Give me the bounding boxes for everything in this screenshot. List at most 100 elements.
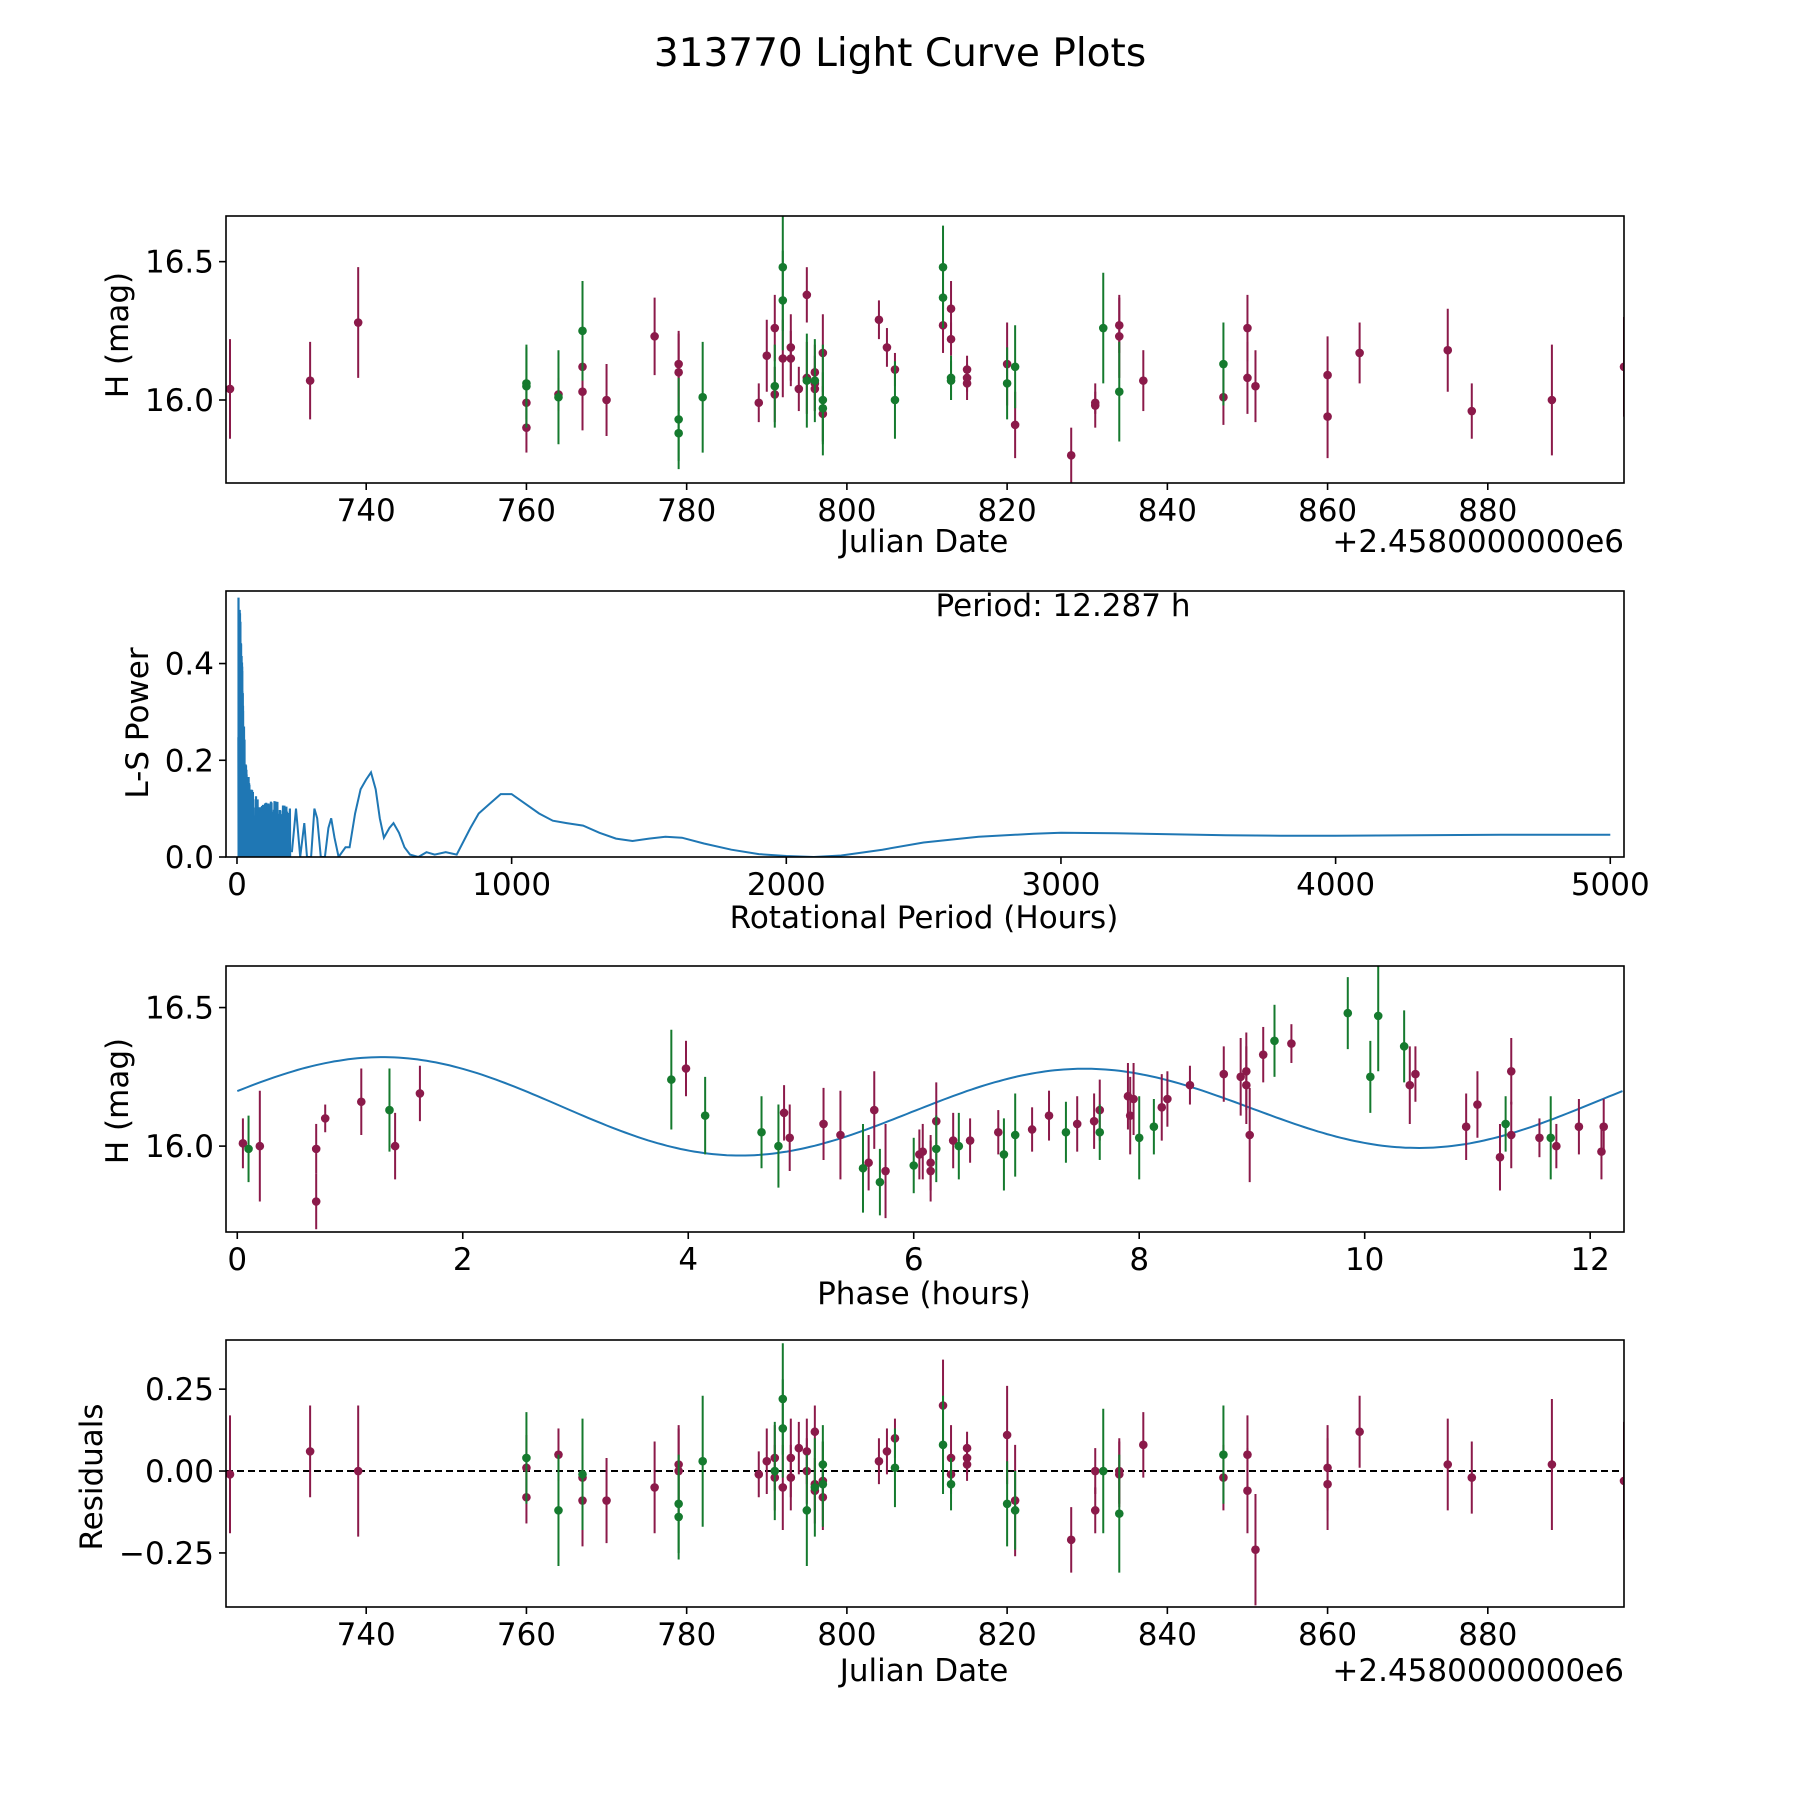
lightcurve-maroon-point [962,373,972,383]
lightcurve-maroon-point [674,359,683,369]
phased-maroon-point [869,1105,879,1115]
lightcurve-xtick-label: 780 [657,493,716,529]
lightcurve-xtick-label: 740 [337,493,396,529]
residuals-ytick-label: 0.25 [145,1372,214,1408]
phased-maroon-point [926,1158,935,1168]
phased-green-point [757,1127,766,1137]
phased-green-point [1095,1127,1105,1137]
residuals-maroon-point [1090,1466,1100,1476]
figure-title: 313770 Light Curve Plots [654,31,1146,76]
lightcurve-maroon-point [1010,420,1020,430]
lightcurve-maroon-point [353,318,363,327]
phased-maroon-point [918,1147,928,1156]
phased-maroon-point [1535,1133,1544,1143]
phased-maroon-point [1125,1111,1135,1120]
residuals-maroon-point [226,1470,235,1479]
phased-green-point [244,1144,253,1154]
residuals-plot-area [226,1343,1624,1606]
lightcurve-xtick-label: 800 [817,493,876,529]
lightcurve-green-point [1219,359,1228,369]
phased-xtick-label: 10 [1345,1242,1384,1278]
residuals-ytick-label: −0.25 [119,1536,214,1572]
phased-green-point [1399,1042,1409,1051]
phased-maroon-point [1157,1103,1167,1112]
lightcurve-green-point [810,376,820,385]
phased-green-point [1373,1011,1383,1021]
residuals-xtick-label: 760 [497,1617,556,1653]
phased-maroon-point [1405,1080,1415,1090]
lightcurve-maroon-point [754,398,764,408]
lightcurve-panel: Julian Date H (mag) +2.4580000000e6 740 7… [100,215,1625,560]
phased-green-point [1134,1133,1144,1143]
residuals-green-point [554,1506,563,1515]
lightcurve-ylabel: H (mag) [100,272,136,398]
phased-xlabel: Phase (hours) [817,1276,1031,1312]
lightcurve-maroon-point [1243,373,1252,383]
lightcurve-ytick-label: 16.0 [145,383,214,419]
lightcurve-green-point [938,293,948,302]
phased-maroon-point [1599,1122,1609,1132]
phased-maroon-point [993,1127,1003,1137]
residuals-green-point [1098,1466,1108,1476]
residuals-maroon-point [794,1443,804,1453]
lightcurve-green-point [770,381,780,391]
residuals-maroon-point [762,1456,772,1466]
periodogram-plot-area [237,597,1611,857]
periodogram-xtick-label: 4000 [1296,867,1375,903]
phased-green-point [1010,1130,1020,1140]
residuals-green-point [674,1512,683,1522]
phased-green-point [909,1161,919,1170]
lightcurve-maroon-point [602,395,611,405]
phased-maroon-point [819,1119,828,1129]
phased-maroon-point [1473,1100,1482,1109]
residuals-xtick-label: 880 [1458,1617,1517,1653]
phased-xtick-label: 0 [227,1242,247,1278]
lightcurve-green-point [698,392,707,402]
phased-maroon-point [255,1141,265,1151]
residuals-green-point [890,1463,900,1473]
lightcurve-green-point [818,403,828,413]
lightcurve-xlabel: Julian Date [838,524,1009,560]
lightcurve-maroon-point [1547,395,1557,405]
lightcurve-xtick-label: 820 [978,493,1037,529]
phased-xtick-label: 12 [1570,1242,1609,1278]
residuals-maroon-point [874,1456,884,1466]
phased-maroon-point [415,1089,425,1098]
residuals-xtick-label: 740 [337,1617,396,1653]
lightcurve-maroon-point [1251,381,1260,391]
residuals-maroon-point [962,1460,972,1469]
lightcurve-green-point [778,296,788,305]
phased-frame [225,965,1625,1233]
phased-maroon-point [881,1166,890,1176]
residuals-maroon-point [305,1447,315,1456]
phased-green-point [700,1111,710,1120]
residuals-green-point [1114,1509,1124,1518]
phased-maroon-point [948,1136,958,1145]
residuals-green-point [802,1506,812,1515]
residuals-maroon-point [1443,1460,1453,1469]
lightcurve-maroon-point [1355,348,1364,358]
phased-xtick-label: 4 [678,1242,698,1278]
phased-maroon-point [1163,1094,1172,1104]
periodogram-xtick-label: 0 [227,867,247,903]
phased-maroon-point [1574,1122,1584,1132]
lightcurve-ytick-label: 16.5 [145,245,214,281]
phased-maroon-point [1129,1094,1138,1104]
phased-green-point [954,1141,964,1151]
lightcurve-green-point [554,392,563,402]
lightcurve-green-point [1002,379,1012,388]
periodogram-ytick-label: 0.2 [165,743,214,779]
lightcurve-maroon-point [1243,323,1252,333]
residuals-maroon-point [786,1473,796,1482]
residuals-xtick-label: 780 [657,1617,716,1653]
residuals-maroon-point [778,1483,788,1492]
residuals-offset-text: +2.4580000000e6 [1332,1653,1624,1689]
phased-green-point [1149,1122,1159,1132]
phased-maroon-point [836,1130,845,1140]
residuals-maroon-point [1002,1430,1012,1440]
residuals-green-point [938,1440,948,1450]
phased-green-point [875,1177,885,1187]
periodogram-frame [225,590,1625,858]
phased-maroon-point [311,1197,321,1206]
residuals-xlabel: Julian Date [838,1653,1009,1689]
